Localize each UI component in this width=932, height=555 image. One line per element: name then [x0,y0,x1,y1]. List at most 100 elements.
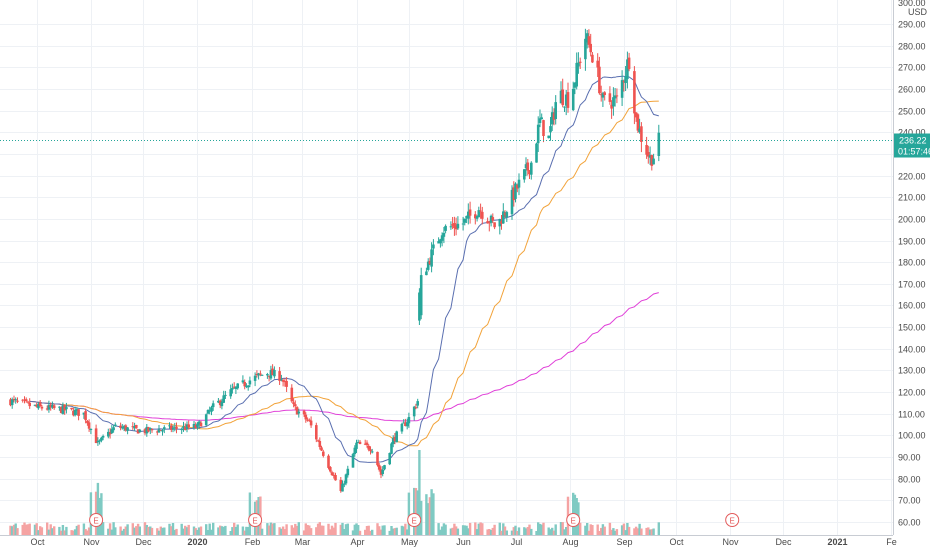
candle [559,81,563,104]
candle-body [402,422,405,424]
candle [647,145,650,164]
candle [297,408,301,418]
volume-bar [245,526,248,535]
candle [550,106,554,131]
candle-body [75,409,79,411]
candle-body [505,212,509,218]
candle [552,108,556,126]
volume-bar [281,526,285,535]
candle-body [135,425,138,429]
volume-bar [465,525,468,535]
volume-bar [26,524,30,535]
candle-body [14,399,17,401]
volume-bar [159,526,162,535]
volume-bar [584,525,587,535]
volume-bar [108,523,112,535]
candle-body [24,399,28,402]
candle [612,87,615,116]
volume-bar [559,522,563,535]
candle-body [108,432,112,435]
candle-body [187,424,190,428]
candle-body [530,162,533,175]
price-tick-label: 260.00 [898,85,926,95]
candle-body [535,143,538,163]
candle-body [147,427,150,432]
volume-bar [461,525,465,535]
candle-body [645,145,648,155]
candle [613,88,617,107]
candle-body [552,113,556,120]
candle-body [86,420,89,424]
volume-bar [355,523,358,535]
volume-bar [196,529,199,535]
volume-bar [535,531,538,535]
candle [257,372,260,380]
candle-body [12,399,16,400]
candle-body [510,189,514,215]
volume-bar [626,523,629,535]
volume-bar [427,503,430,535]
volume-bar [121,530,124,535]
candle [330,470,334,476]
candle [255,370,259,378]
candle [224,390,227,399]
candle [650,154,654,171]
candle [596,53,599,77]
volume-bar [322,525,325,535]
candle-body [598,66,601,94]
volume-bar [46,522,49,535]
candle [163,425,166,434]
price-tick-label: 60.00 [898,518,921,528]
candle-body [648,155,652,158]
price-tick-label: 140.00 [898,345,926,355]
candle [657,124,661,162]
volume-bar [516,531,519,535]
volume-bar [528,524,531,535]
candle-body [271,368,274,376]
earnings-letter: E [252,517,257,526]
volume-bar [168,523,171,535]
candle [379,466,383,479]
candle-body [477,210,481,218]
candle [566,82,570,113]
volume-bar [14,523,17,535]
volume-bar [400,525,404,535]
volume-bar [449,528,453,535]
price-tick-label: 110.00 [898,410,925,420]
candle-body [281,380,285,382]
volume-bar [439,529,442,535]
volume-bar [205,524,208,535]
candle [253,372,257,387]
candle-body [363,443,367,445]
candle-body [45,408,49,410]
candle [23,396,26,404]
candle-body [439,239,442,244]
candle [633,66,636,125]
candle [564,90,568,116]
price-tick-label: 290.00 [898,20,926,30]
candle-body [591,54,594,63]
candle [561,78,564,108]
volume-bar [187,524,190,535]
volume-bar [53,526,56,535]
volume-bar [542,522,545,535]
candle-body [638,128,641,133]
candle-body [540,117,543,120]
price-tick-label: 170.00 [898,280,926,290]
candle-body [587,36,591,45]
volume-bar [304,523,307,535]
candle-body [640,126,643,142]
volume-bar [63,530,66,535]
candle-body [87,422,91,429]
candle-body [652,158,655,165]
candle-body [52,405,56,409]
volume-bar [627,526,631,535]
volume-bar [404,523,407,535]
candle-body [426,261,430,270]
candle [308,418,311,422]
candle-body [246,385,250,388]
candle-body [351,454,355,468]
candle [168,422,171,429]
volume-bar [271,523,274,535]
